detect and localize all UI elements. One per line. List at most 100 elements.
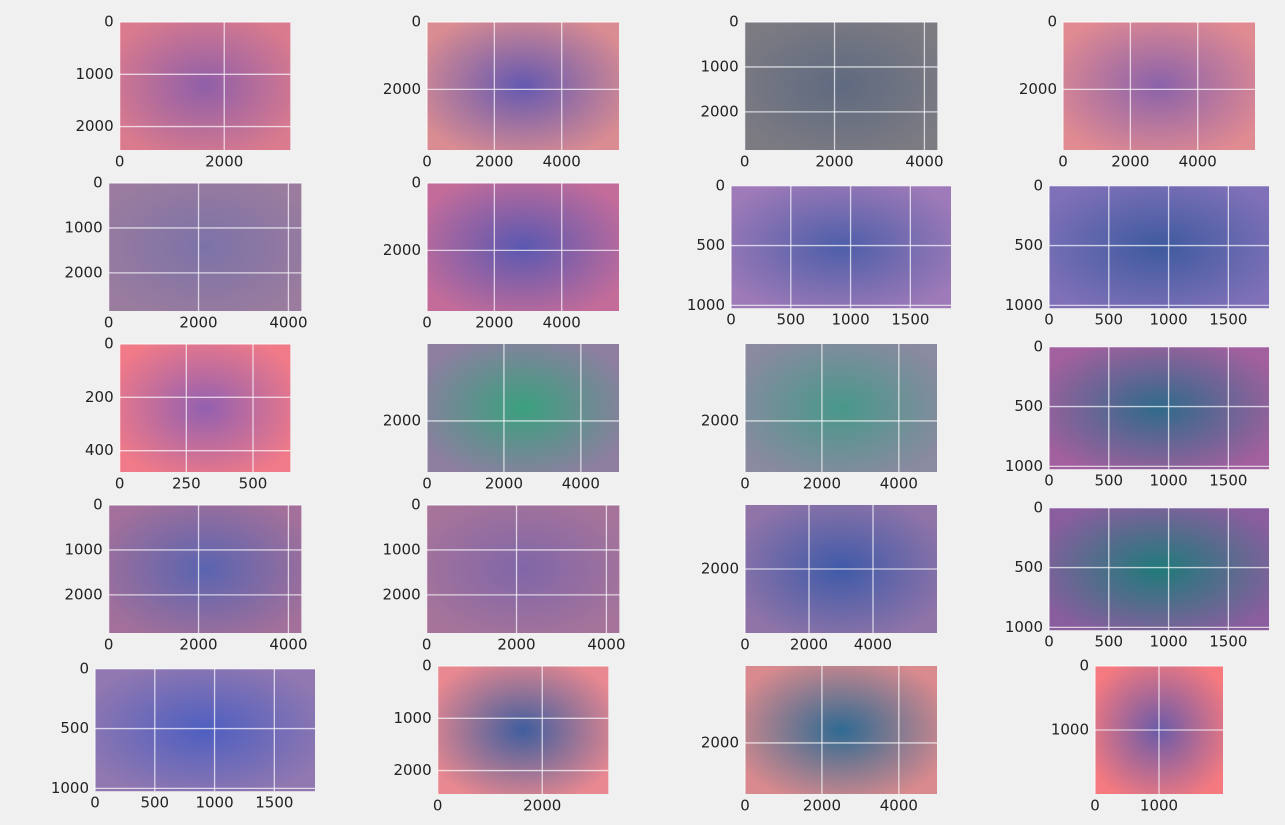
x-tick-label: 1000 <box>1140 797 1178 815</box>
image <box>427 22 619 150</box>
y-tick-label: 1000 <box>382 540 420 558</box>
y-tick-label: 2000 <box>701 411 739 429</box>
image <box>109 183 302 311</box>
x-tick-label: 0 <box>422 153 432 171</box>
y-tick-label: 2000 <box>383 241 421 259</box>
x-tick-label: 4000 <box>1179 153 1217 171</box>
x-tick-label: 2000 <box>1111 153 1149 171</box>
x-tick-label: 4000 <box>880 475 918 493</box>
x-tick-label: 0 <box>104 314 114 332</box>
y-tick-label: 0 <box>1047 13 1057 31</box>
x-tick-label: 1500 <box>1209 633 1247 651</box>
y-tick-label: 1000 <box>687 296 725 314</box>
x-tick-label: 500 <box>776 311 805 329</box>
y-tick-label: 0 <box>729 13 739 31</box>
y-tick-label: 0 <box>1033 337 1043 355</box>
x-tick-label: 1000 <box>1149 633 1187 651</box>
x-tick-label: 1500 <box>1209 311 1247 329</box>
x-tick-label: 2000 <box>523 797 561 815</box>
y-tick-label: 1000 <box>700 57 738 75</box>
x-tick-label: 1000 <box>195 794 233 812</box>
y-tick-label: 2000 <box>393 761 431 779</box>
x-tick-label: 2000 <box>497 636 535 654</box>
x-tick-label: 0 <box>422 636 432 654</box>
x-tick-label: 4000 <box>562 475 600 493</box>
x-tick-label: 0 <box>1044 311 1054 329</box>
y-tick-label: 0 <box>104 13 114 31</box>
y-tick-label: 2000 <box>383 411 421 429</box>
y-tick-label: 2000 <box>382 585 420 603</box>
image <box>745 666 937 794</box>
image <box>745 344 937 472</box>
x-tick-label: 0 <box>740 797 750 815</box>
x-tick-label: 0 <box>740 636 750 654</box>
y-tick-label: 2000 <box>383 80 421 98</box>
y-tick-label: 0 <box>79 659 89 677</box>
y-tick-label: 400 <box>85 441 114 459</box>
x-tick-label: 4000 <box>543 153 581 171</box>
x-tick-label: 1000 <box>1149 472 1187 490</box>
y-tick-label: 0 <box>1033 176 1043 194</box>
x-tick-label: 1500 <box>1209 472 1247 490</box>
x-tick-label: 2000 <box>179 314 217 332</box>
y-tick-label: 0 <box>422 657 432 675</box>
y-tick-label: 0 <box>1033 498 1043 516</box>
x-tick-label: 500 <box>239 475 268 493</box>
x-tick-label: 0 <box>1090 797 1100 815</box>
y-tick-label: 2000 <box>701 560 739 578</box>
y-tick-label: 200 <box>85 388 114 406</box>
x-tick-label: 1000 <box>1149 311 1187 329</box>
x-tick-label: 4000 <box>543 314 581 332</box>
y-tick-label: 1000 <box>1051 721 1089 739</box>
x-tick-label: 0 <box>115 475 125 493</box>
x-tick-label: 250 <box>172 475 201 493</box>
image <box>120 344 291 472</box>
y-tick-label: 0 <box>715 176 725 194</box>
image <box>745 22 938 150</box>
x-tick-label: 500 <box>1094 472 1123 490</box>
x-tick-label: 4000 <box>587 636 625 654</box>
x-tick-label: 0 <box>90 794 100 812</box>
y-tick-label: 1000 <box>64 540 102 558</box>
y-tick-label: 500 <box>1014 558 1043 576</box>
x-tick-label: 4000 <box>880 797 918 815</box>
x-tick-label: 0 <box>1044 472 1054 490</box>
x-tick-label: 500 <box>1094 311 1123 329</box>
x-tick-label: 0 <box>1044 633 1054 651</box>
image <box>427 505 620 633</box>
image <box>95 669 315 791</box>
y-tick-label: 1000 <box>51 779 89 797</box>
y-tick-label: 0 <box>104 335 114 353</box>
image <box>427 183 619 311</box>
y-tick-label: 500 <box>60 719 89 737</box>
x-tick-label: 500 <box>140 794 169 812</box>
x-tick-label: 1500 <box>891 311 929 329</box>
y-tick-label: 0 <box>411 496 421 514</box>
x-tick-label: 0 <box>115 153 125 171</box>
x-tick-label: 2000 <box>485 475 523 493</box>
y-tick-label: 0 <box>411 174 421 192</box>
y-tick-label: 0 <box>411 13 421 31</box>
x-tick-label: 2000 <box>475 153 513 171</box>
x-tick-label: 0 <box>422 475 432 493</box>
x-tick-label: 0 <box>740 475 750 493</box>
y-tick-label: 1000 <box>75 65 113 83</box>
figure: 0200001000200002000400002000020004000010… <box>0 0 1285 825</box>
x-tick-label: 2000 <box>790 636 828 654</box>
image <box>427 344 619 472</box>
x-tick-label: 2000 <box>815 153 853 171</box>
x-tick-label: 0 <box>104 636 114 654</box>
image <box>1063 22 1255 150</box>
y-tick-label: 1000 <box>393 709 431 727</box>
x-tick-label: 4000 <box>269 636 307 654</box>
x-tick-label: 4000 <box>854 636 892 654</box>
x-tick-label: 2000 <box>205 153 243 171</box>
y-tick-label: 2000 <box>64 585 102 603</box>
y-tick-label: 1000 <box>64 218 102 236</box>
x-tick-label: 1000 <box>831 311 869 329</box>
y-tick-label: 2000 <box>701 733 739 751</box>
y-tick-label: 2000 <box>1019 80 1057 98</box>
x-tick-label: 2000 <box>803 797 841 815</box>
x-tick-label: 0 <box>1058 153 1068 171</box>
y-tick-label: 0 <box>1079 657 1089 675</box>
